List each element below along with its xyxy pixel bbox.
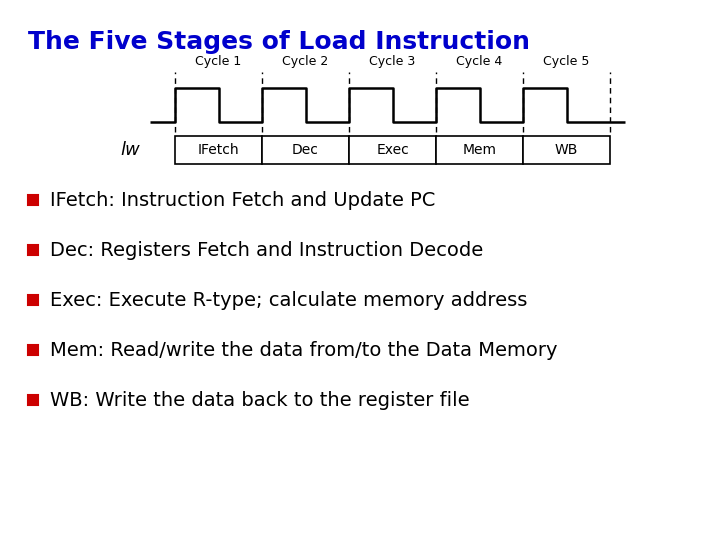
Text: IFetch: IFetch bbox=[198, 143, 239, 157]
Text: Cycle 2: Cycle 2 bbox=[282, 55, 328, 68]
Bar bbox=[175, 136, 262, 164]
Text: Mem: Mem bbox=[462, 143, 497, 157]
Text: Dec: Dec bbox=[292, 143, 319, 157]
Bar bbox=[28, 395, 38, 405]
Text: IFetch: Instruction Fetch and Update PC: IFetch: Instruction Fetch and Update PC bbox=[50, 191, 436, 210]
Text: The Five Stages of Load Instruction: The Five Stages of Load Instruction bbox=[28, 30, 530, 54]
Bar bbox=[28, 245, 38, 255]
Bar bbox=[28, 195, 38, 205]
Bar bbox=[436, 136, 523, 164]
Text: Cycle 4: Cycle 4 bbox=[456, 55, 503, 68]
Bar bbox=[262, 136, 349, 164]
Bar bbox=[28, 345, 38, 355]
Text: Cycle 5: Cycle 5 bbox=[544, 55, 590, 68]
Text: WB: WB bbox=[555, 143, 578, 157]
Text: lw: lw bbox=[120, 141, 140, 159]
Bar bbox=[523, 136, 610, 164]
Text: Cycle 1: Cycle 1 bbox=[195, 55, 242, 68]
Bar bbox=[28, 295, 38, 305]
Text: Cycle 3: Cycle 3 bbox=[369, 55, 415, 68]
Text: Dec: Registers Fetch and Instruction Decode: Dec: Registers Fetch and Instruction Dec… bbox=[50, 240, 483, 260]
Text: WB: Write the data back to the register file: WB: Write the data back to the register … bbox=[50, 390, 469, 409]
Bar bbox=[349, 136, 436, 164]
Text: Mem: Read/write the data from/to the Data Memory: Mem: Read/write the data from/to the Dat… bbox=[50, 341, 557, 360]
Text: Exec: Execute R-type; calculate memory address: Exec: Execute R-type; calculate memory a… bbox=[50, 291, 527, 309]
Text: Exec: Exec bbox=[376, 143, 409, 157]
